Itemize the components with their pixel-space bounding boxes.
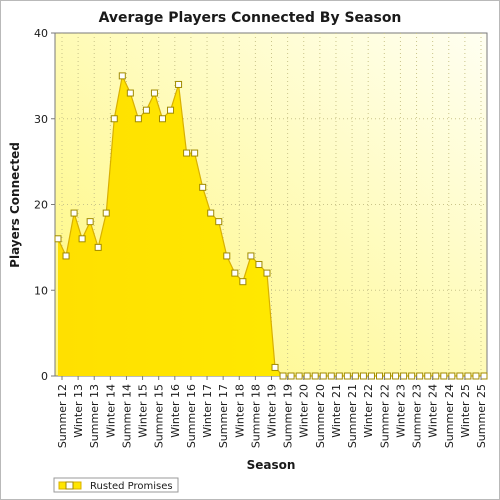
x-tick-label: Winter 24: [427, 384, 440, 438]
x-tick-label: Summer 17: [217, 384, 230, 448]
chart-title: Average Players Connected By Season: [99, 10, 402, 26]
x-tick-label: Summer 12: [56, 384, 69, 448]
data-point: [223, 252, 231, 260]
data-point: [327, 372, 335, 380]
data-point: [102, 209, 110, 217]
data-point: [126, 89, 134, 97]
x-tick-label: Summer 15: [153, 384, 166, 448]
data-point: [319, 372, 327, 380]
data-point: [432, 372, 440, 380]
x-tick-label: Winter 14: [104, 384, 117, 438]
x-tick-label: Winter 25: [459, 384, 472, 438]
y-tick-label: 40: [34, 27, 48, 40]
data-point: [359, 372, 367, 380]
data-point: [440, 372, 448, 380]
data-point: [191, 149, 199, 157]
data-point: [472, 372, 480, 380]
data-point: [480, 372, 488, 380]
data-point: [335, 372, 343, 380]
x-tick-label: Summer 22: [378, 384, 391, 448]
x-tick-label: Summer 13: [88, 384, 101, 448]
x-tick-label: Summer 20: [314, 384, 327, 448]
data-point: [271, 363, 279, 371]
x-tick-label: Summer 25: [475, 384, 488, 448]
data-point: [456, 372, 464, 380]
data-point: [384, 372, 392, 380]
x-tick-label: Summer 19: [282, 384, 295, 448]
legend-label: Rusted Promises: [90, 481, 173, 492]
x-tick-label: Winter 18: [233, 384, 246, 438]
data-point: [175, 80, 183, 88]
y-tick-label: 10: [34, 284, 48, 297]
data-point: [416, 372, 424, 380]
data-point: [448, 372, 456, 380]
data-point: [287, 372, 295, 380]
data-point: [367, 372, 375, 380]
data-point: [424, 372, 432, 380]
data-point: [343, 372, 351, 380]
x-tick-label: Summer 21: [346, 384, 359, 448]
data-point: [311, 372, 319, 380]
data-point: [408, 372, 416, 380]
x-tick-label: Summer 16: [185, 384, 198, 448]
x-axis-ticks: Summer 12 Winter 13 Summer 13 Winter 14 Summ…: [56, 376, 488, 448]
x-tick-label: Summer 18: [249, 384, 262, 448]
legend-box: [53, 477, 179, 493]
x-tick-label: Winter 16: [169, 384, 182, 438]
data-point: [150, 89, 158, 97]
data-point: [158, 115, 166, 123]
series-points: [54, 72, 488, 380]
data-point: [54, 235, 62, 243]
x-tick-label: Winter 20: [298, 384, 311, 438]
data-point: [263, 269, 271, 277]
x-tick-label: Winter 22: [362, 384, 375, 438]
data-point: [303, 372, 311, 380]
data-point: [62, 252, 70, 260]
y-tick-label: 30: [34, 113, 48, 126]
x-tick-label: Summer 23: [411, 384, 424, 448]
x-tick-label: Summer 24: [443, 384, 456, 448]
data-point: [167, 106, 175, 114]
y-axis-ticks: 0 10 20 30 40: [34, 27, 55, 383]
data-point: [110, 115, 118, 123]
data-point: [464, 372, 472, 380]
series-area-fill: [58, 75, 484, 376]
data-point: [351, 372, 359, 380]
data-point: [255, 261, 263, 269]
data-point: [134, 115, 142, 123]
data-point: [295, 372, 303, 380]
data-point: [86, 218, 94, 226]
data-point: [215, 218, 223, 226]
data-point: [70, 209, 78, 217]
data-point: [183, 149, 191, 157]
x-tick-label: Winter 17: [201, 384, 214, 438]
data-point: [207, 209, 215, 217]
x-tick-label: Winter 23: [394, 384, 407, 438]
data-point: [199, 183, 207, 191]
x-tick-label: Summer 14: [120, 384, 133, 448]
x-tick-label: Winter 13: [72, 384, 85, 438]
data-point: [279, 372, 287, 380]
data-point: [239, 278, 247, 286]
data-point: [376, 372, 384, 380]
data-point: [400, 372, 408, 380]
data-point: [392, 372, 400, 380]
x-tick-label: Winter 21: [330, 384, 343, 438]
data-point: [78, 235, 86, 243]
data-point: [118, 72, 126, 80]
data-point: [142, 106, 150, 114]
x-tick-label: Winter 15: [137, 384, 150, 438]
legend-marker-icon: [65, 481, 74, 490]
y-axis-title: Players Connected: [8, 142, 22, 268]
legend: Rusted Promises: [53, 477, 179, 493]
data-point: [94, 243, 102, 251]
y-tick-label: 20: [34, 199, 48, 212]
x-axis-title: Season: [247, 458, 296, 472]
data-point: [247, 252, 255, 260]
y-tick-label: 0: [41, 370, 48, 383]
x-tick-label: Winter 19: [266, 384, 279, 438]
data-point: [231, 269, 239, 277]
